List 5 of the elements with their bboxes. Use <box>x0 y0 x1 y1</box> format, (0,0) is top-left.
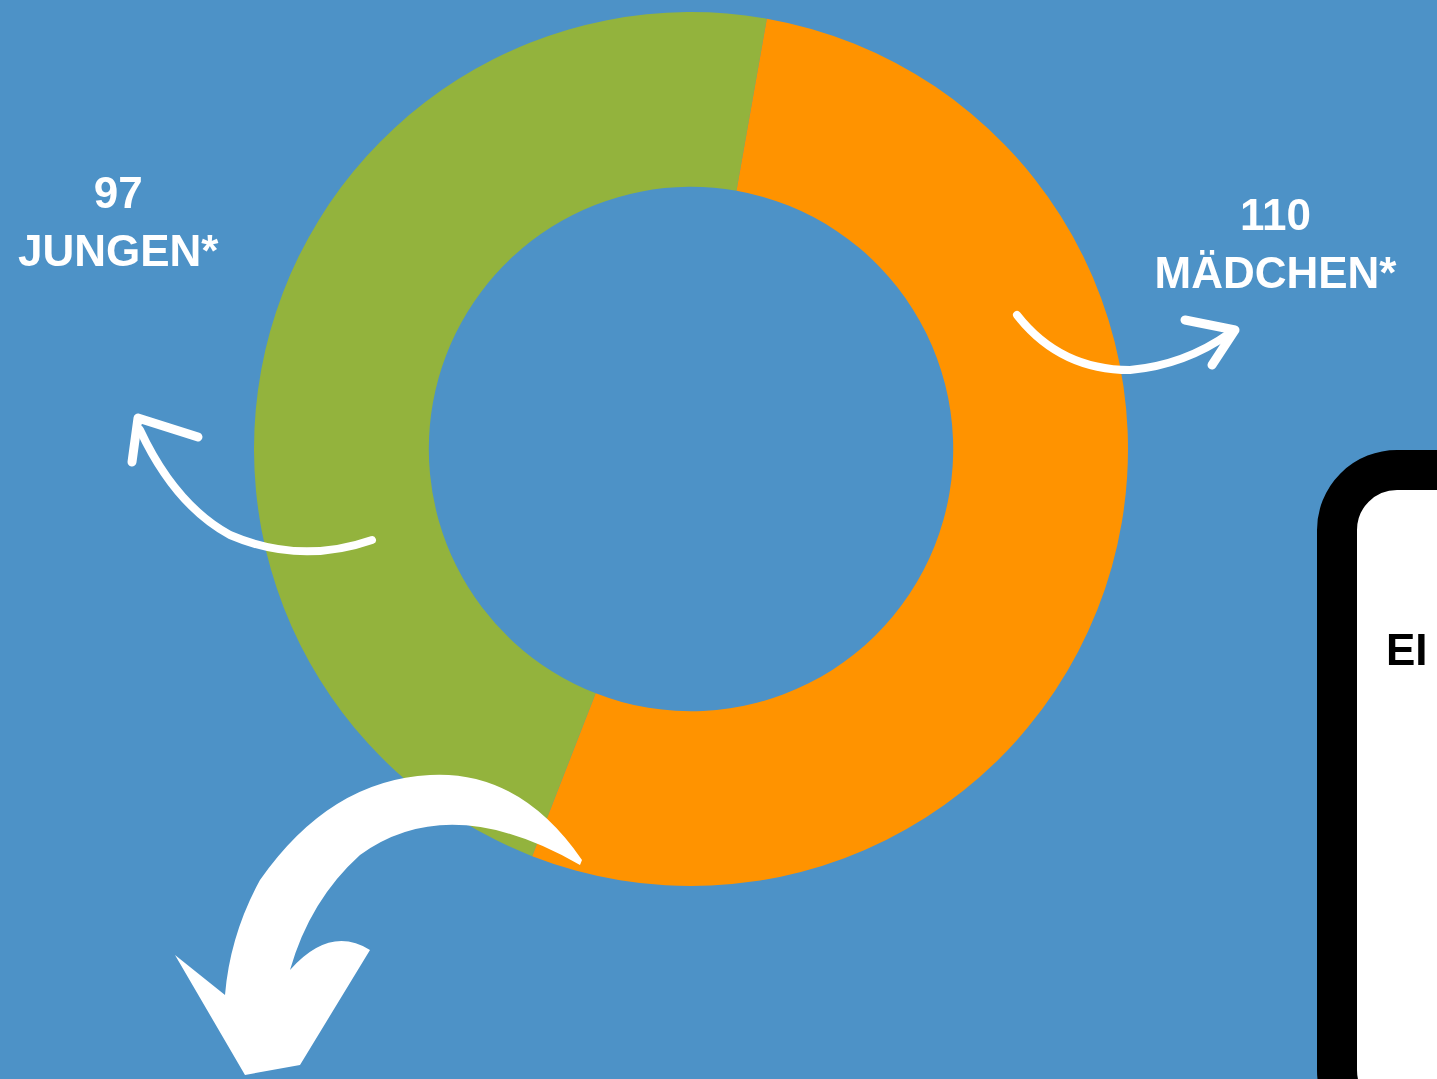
slice-label: JUNGEN* <box>18 226 220 276</box>
slice-label: MÄDCHEN* <box>1154 247 1398 297</box>
data-label: 110 <box>1240 189 1311 239</box>
text: EI <box>1386 625 1428 675</box>
data-label: 97 <box>93 168 143 218</box>
